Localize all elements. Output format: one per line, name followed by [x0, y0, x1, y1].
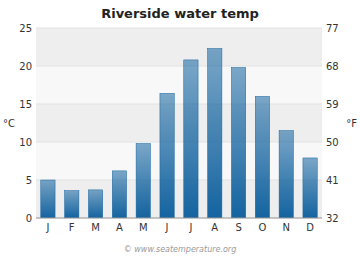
- bar: [279, 131, 293, 218]
- x-tick-label: M: [91, 222, 100, 233]
- bar: [88, 190, 102, 218]
- grid-line: [36, 28, 322, 29]
- y2-axis: 32 41 50 59 68 77: [326, 23, 339, 224]
- bar: [303, 158, 317, 218]
- y2-tick-label: 32: [326, 213, 339, 224]
- bar: [255, 96, 269, 218]
- title: Riverside water temp: [101, 6, 259, 21]
- y2-tick-label: 68: [326, 61, 339, 72]
- y2-tick-label: 41: [326, 175, 339, 186]
- grid-line: [36, 104, 322, 105]
- y-tick-label: 0: [26, 213, 32, 224]
- bar: [184, 60, 198, 218]
- grid: [36, 28, 322, 218]
- grid-band: [36, 28, 322, 66]
- chart-container: J F M A M J J A S O N D 0 5 10 15 20 25 °C 32 41 50 59 68 77 °F Ri…: [0, 0, 360, 260]
- y-tick-label: 10: [19, 137, 32, 148]
- x-axis: JFMAMJJASOND: [45, 222, 314, 233]
- grid-line: [36, 66, 322, 67]
- bar: [112, 171, 126, 218]
- y-axis: 0 5 10 15 20 25: [19, 23, 32, 224]
- y-axis-label: °C: [3, 118, 15, 129]
- y-tick-label: 5: [26, 175, 32, 186]
- x-tick-label: M: [139, 222, 148, 233]
- bar: [136, 144, 150, 218]
- bar: [160, 93, 174, 218]
- grid-line: [36, 218, 322, 219]
- x-axis-line: [36, 218, 322, 219]
- x-tick-label: O: [258, 222, 266, 233]
- bar: [208, 49, 222, 218]
- x-tick-label: N: [283, 222, 290, 233]
- chart: J F M A M J J A S O N D 0 5 10 15 20 25 °C 32 41 50 59 68 77 °F Ri…: [0, 0, 360, 260]
- y2-tick-label: 59: [326, 99, 339, 110]
- bar: [41, 180, 55, 218]
- y-tick-label: 20: [19, 61, 32, 72]
- x-tick-label: S: [235, 222, 241, 233]
- watermark: © www.seatemperature.org: [124, 245, 236, 254]
- x-tick-label: J: [45, 222, 49, 233]
- x-tick-label: J: [165, 222, 169, 233]
- x-tick-label: A: [116, 222, 123, 233]
- x-tick-label: D: [306, 222, 314, 233]
- y-tick-label: 15: [19, 99, 32, 110]
- y2-tick-label: 50: [326, 137, 339, 148]
- bars: [41, 49, 317, 218]
- y2-axis-label: °F: [346, 118, 357, 129]
- grid-band: [36, 66, 322, 104]
- x-tick-label: A: [211, 222, 218, 233]
- bar: [65, 191, 79, 218]
- x-tick-label: J: [188, 222, 192, 233]
- y2-tick-label: 77: [326, 23, 339, 34]
- x-tick-label: F: [69, 222, 75, 233]
- bar: [231, 68, 245, 218]
- y-tick-label: 25: [19, 23, 32, 34]
